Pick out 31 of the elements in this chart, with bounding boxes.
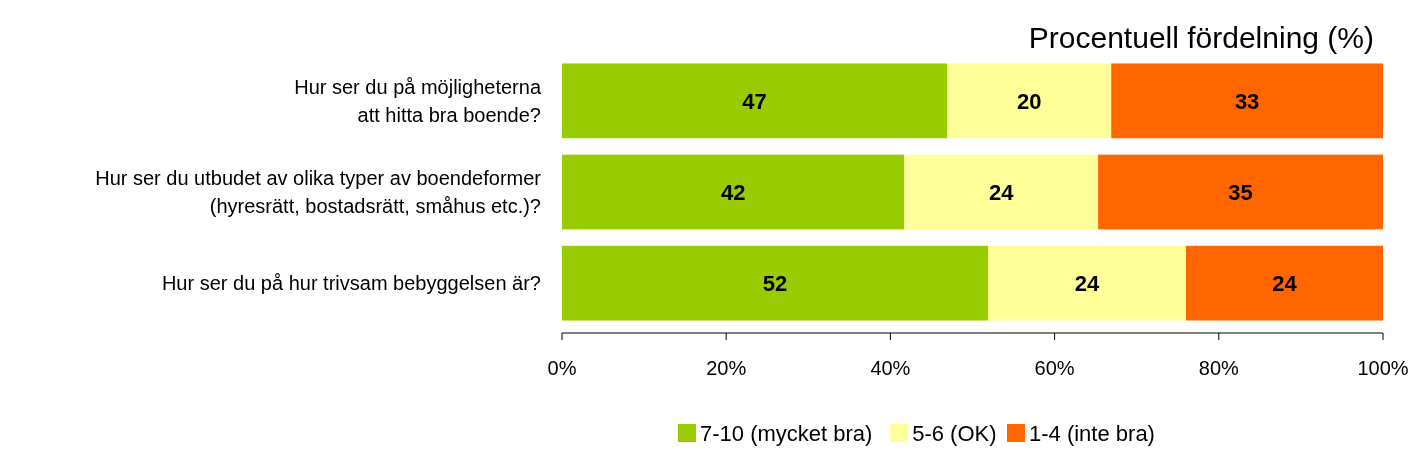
bar <box>1185 245 1383 321</box>
x-tick-label: 60% <box>1034 357 1075 379</box>
bar <box>947 63 1112 139</box>
data-label: 42 <box>720 179 746 205</box>
bar <box>988 245 1186 321</box>
x-tick-label: 40% <box>870 357 911 379</box>
y-tick-label: Hur ser du på hur trivsam bebyggelsen är? <box>161 272 541 295</box>
y-tick-label: Hur ser du på möjligheterna att hitta bra boende? <box>294 75 542 126</box>
x-tick-label: 80% <box>1198 357 1240 379</box>
bar <box>1098 154 1383 230</box>
legend-label: 5-6 (OK) <box>912 420 997 446</box>
x-tick-label: 0% <box>547 357 577 379</box>
data-label: 24 <box>988 179 1015 205</box>
data-label: 20 <box>1016 88 1042 114</box>
legend-label: 1-4 (inte bra) <box>1029 420 1155 446</box>
chart-title: Procentuell fördelning (%) <box>1028 21 1374 54</box>
bar <box>1111 63 1383 139</box>
y-tick-label: Hur ser du utbudet av olika typer av boendeformer (hyresrätt, bostadsrätt, småhus etc.)? <box>95 167 542 217</box>
data-label: 35 <box>1228 179 1253 205</box>
data-label: 33 <box>1234 88 1260 114</box>
x-tick-label: 100% <box>1357 357 1409 379</box>
x-tick-label: 20% <box>706 357 747 379</box>
data-label: 24 <box>1074 270 1101 296</box>
bar <box>562 245 989 321</box>
data-label: 24 <box>1272 270 1298 296</box>
bar <box>562 154 905 230</box>
legend-label: 7-10 (mycket bra) <box>700 420 873 446</box>
data-label: 47 <box>742 88 767 114</box>
data-label: 52 <box>762 270 788 296</box>
bar <box>904 154 1099 230</box>
bar <box>562 63 948 139</box>
